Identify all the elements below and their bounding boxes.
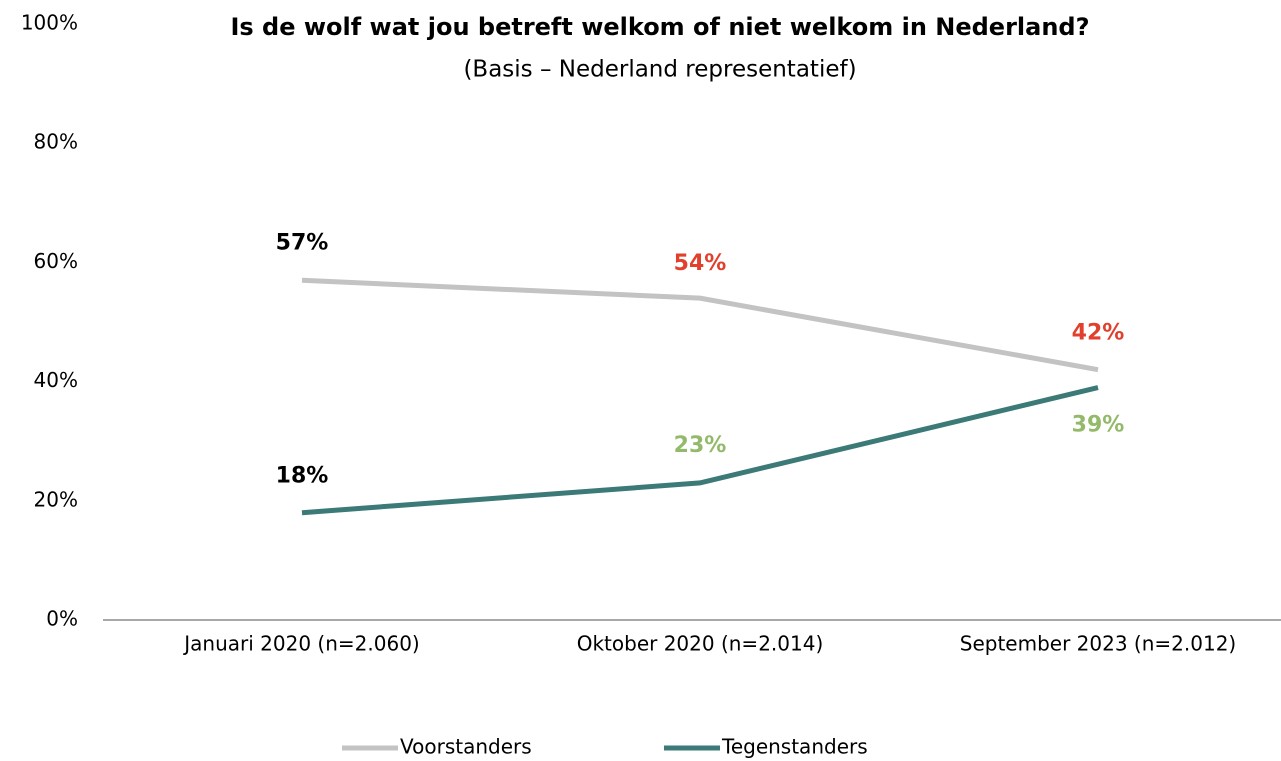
data-label: 57%	[276, 230, 329, 255]
legend-label: Voorstanders	[400, 735, 532, 759]
x-tick-label: Oktober 2020 (n=2.014)	[577, 632, 824, 656]
chart-title: Is de wolf wat jou betreft welkom of nie…	[230, 13, 1089, 41]
y-tick-label: 80%	[34, 130, 78, 154]
chart-subtitle: (Basis – Nederland representatief)	[463, 57, 856, 83]
data-label: 39%	[1072, 413, 1125, 438]
y-tick-label: 20%	[34, 487, 78, 511]
data-label: 23%	[674, 433, 727, 458]
legend-label: Tegenstanders	[721, 735, 868, 759]
x-tick-label: Januari 2020 (n=2.060)	[182, 632, 419, 656]
data-label: 54%	[674, 251, 727, 276]
data-label: 18%	[276, 464, 329, 489]
y-tick-label: 60%	[34, 249, 78, 273]
series-line	[301, 277, 1099, 373]
y-tick-label: 0%	[46, 607, 78, 631]
y-tick-label: 40%	[34, 368, 78, 392]
data-label: 42%	[1072, 321, 1125, 346]
x-tick-label: September 2023 (n=2.012)	[960, 632, 1236, 656]
series-line	[301, 385, 1099, 516]
y-tick-label: 100%	[21, 11, 78, 35]
